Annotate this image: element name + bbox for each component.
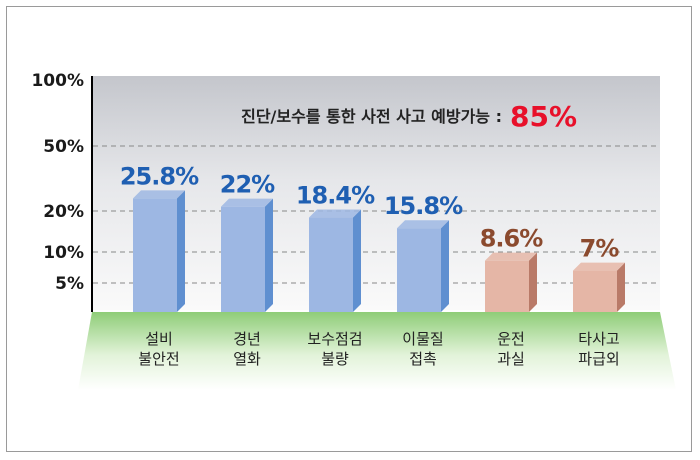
bar-front [309, 217, 353, 312]
grid-lines [93, 145, 660, 284]
bar [397, 220, 449, 312]
bar [485, 252, 537, 312]
data-label: 8.6% [480, 225, 544, 253]
category-label: 열화 [233, 350, 261, 368]
bar-front [397, 228, 441, 312]
bar-front [573, 270, 617, 312]
category-label: 파급외 [578, 350, 619, 368]
bar-top [397, 220, 449, 229]
bar-top [573, 262, 625, 271]
category-label: 보수점검 [307, 330, 362, 348]
bar-top [309, 209, 361, 218]
y-tick-label: 50% [43, 137, 84, 157]
category-label: 불량 [321, 350, 349, 368]
annotation: 진단/보수를 통한 사전 사고 예방가능 : 85% [241, 100, 577, 133]
category-label: 이물질 [402, 330, 443, 348]
plot-background [92, 76, 660, 310]
bars [133, 190, 625, 312]
bar-top [485, 252, 537, 261]
bar-side [441, 220, 449, 312]
bar-front [485, 260, 529, 312]
bar-front [133, 198, 177, 312]
data-label: 7% [580, 235, 620, 263]
category-label: 설비 [145, 330, 173, 348]
category-label: 접촉 [409, 350, 437, 368]
bar-side [529, 252, 537, 312]
bar-side [265, 198, 273, 312]
y-tick-label: 100% [31, 71, 84, 91]
data-label: 25.8% [120, 162, 199, 190]
bar-side [177, 190, 185, 312]
bar-side [353, 209, 361, 312]
bar [309, 209, 361, 312]
annotation-value: 85% [510, 100, 577, 133]
bar-front [221, 206, 265, 312]
data-label: 15.8% [384, 192, 463, 220]
category-base-band [78, 312, 676, 390]
data-label: 22% [220, 171, 275, 199]
bar [133, 190, 185, 312]
category-label: 과실 [497, 350, 525, 368]
annotation-text: 진단/보수를 통한 사전 사고 예방가능 : [241, 107, 502, 126]
bar-top [221, 198, 273, 207]
bar-top [133, 190, 185, 199]
y-tick-label: 10% [43, 243, 84, 263]
bar-side [617, 262, 625, 312]
category-label: 불안전 [138, 350, 179, 368]
bar [573, 262, 625, 312]
data-label: 18.4% [296, 182, 375, 210]
y-tick-label: 5% [55, 274, 84, 294]
category-label: 운전 [497, 330, 525, 348]
y-axis-ticks: 100% 50% 20% 10% 5% [31, 71, 84, 294]
category-label: 타사고 [578, 330, 619, 348]
category-label: 경년 [233, 330, 261, 348]
y-tick-label: 20% [43, 202, 84, 222]
bar [221, 198, 273, 312]
data-labels: 25.8% 22% 18.4% 15.8% 8.6% 7% [120, 162, 620, 263]
